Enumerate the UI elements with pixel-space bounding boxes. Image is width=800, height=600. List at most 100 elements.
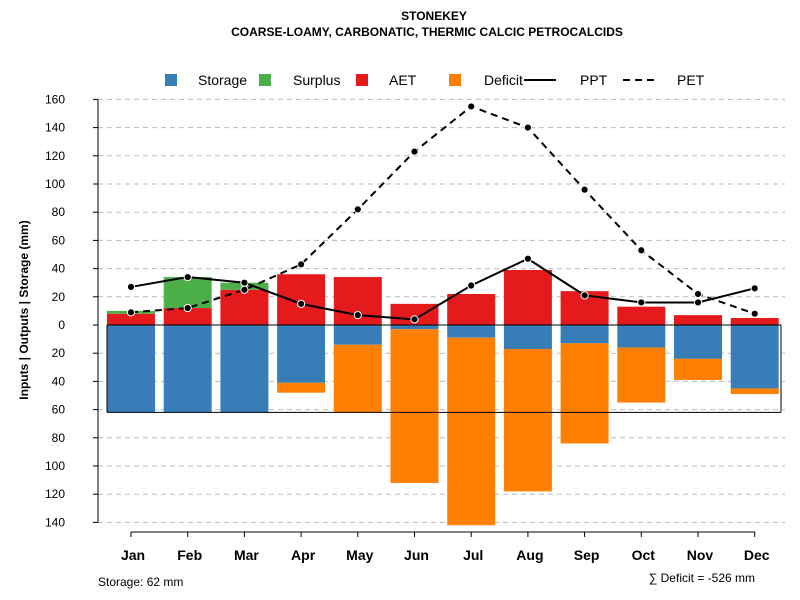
ppt-point xyxy=(297,299,306,308)
legend-label-deficit: Deficit xyxy=(484,72,523,88)
storage-bar xyxy=(617,325,666,348)
chart-title: STONEKEY xyxy=(401,9,467,23)
storage-bar xyxy=(107,325,155,413)
chart-subtitle: COARSE-LOAMY, CARBONATIC, THERMIC CALCIC… xyxy=(231,25,623,39)
pet-point xyxy=(240,285,249,294)
x-tick-label: Dec xyxy=(744,547,770,563)
storage-bar xyxy=(220,325,269,413)
gridlines xyxy=(98,98,785,523)
ppt-point xyxy=(637,298,646,307)
deficit-bar xyxy=(277,382,326,393)
aet-bar xyxy=(447,293,496,325)
deficit-bar xyxy=(617,347,666,403)
y-tick-label: 0 xyxy=(58,318,65,332)
aet-bar xyxy=(730,317,779,325)
deficit-bar xyxy=(447,337,496,526)
y-axis: 160 140 120 100 80 60 40 20 0 20 40 60 80 100 120 140 xyxy=(45,92,99,529)
aet-bar xyxy=(277,274,326,325)
aet-bar xyxy=(617,306,666,325)
ppt-point xyxy=(410,315,419,324)
y-axis-label: Inputs | Outputs | Storage (mm) xyxy=(17,220,31,399)
x-tick-label: May xyxy=(346,547,373,563)
pet-line xyxy=(130,105,756,315)
pet-point xyxy=(750,309,759,318)
x-tick-label: Jun xyxy=(404,547,429,563)
pet-point xyxy=(580,185,589,194)
aet-bar xyxy=(390,303,439,325)
lines xyxy=(126,102,759,324)
storage-bar xyxy=(560,325,609,344)
y-tick-label: 20 xyxy=(52,290,66,304)
deficit-bar xyxy=(333,344,382,413)
pet-point xyxy=(183,303,192,313)
aet-bar xyxy=(107,313,155,325)
y-tick-label: 140 xyxy=(45,121,65,135)
legend-swatch-storage xyxy=(165,74,177,86)
ppt-point xyxy=(183,272,192,282)
x-tick-label: Oct xyxy=(632,547,656,563)
storage-bar xyxy=(730,325,779,389)
pet-point xyxy=(467,102,476,111)
legend-label-surplus: Surplus xyxy=(293,72,340,88)
legend-label-storage: Storage xyxy=(198,72,247,88)
y-tick-label: 40 xyxy=(52,262,66,276)
y-tick-label: 40 xyxy=(52,374,66,388)
legend-swatch-deficit xyxy=(449,74,461,86)
y-tick-label: 100 xyxy=(45,459,65,473)
deficit-bar xyxy=(503,348,552,492)
ppt-line xyxy=(130,257,755,321)
x-tick-label: Jul xyxy=(463,547,483,563)
y-tick-label: 120 xyxy=(45,487,65,501)
y-tick-label: 100 xyxy=(45,177,65,191)
storage-bar xyxy=(503,325,552,349)
y-tick-label: 160 xyxy=(45,92,65,106)
x-tick-label: Apr xyxy=(291,547,316,563)
bars xyxy=(106,270,782,526)
x-axis: Jan Feb Mar Apr May Jun Jul Aug Sep Oct Nov Dec xyxy=(121,531,770,563)
legend-swatch-surplus xyxy=(259,74,271,86)
y-tick-label: 60 xyxy=(52,233,66,247)
legend-swatch-aet xyxy=(356,74,368,86)
x-tick-label: Jan xyxy=(121,547,145,563)
storage-footnote: Storage: 62 mm xyxy=(98,575,183,589)
pet-point xyxy=(523,123,533,132)
storage-bar xyxy=(277,325,326,383)
y-tick-label: 140 xyxy=(45,515,65,529)
ppt-point xyxy=(353,311,362,320)
ppt-point xyxy=(693,298,703,307)
aet-bar xyxy=(163,308,212,325)
y-tick-label: 80 xyxy=(52,431,66,445)
y-tick-label: 80 xyxy=(52,205,66,219)
pet-point xyxy=(693,289,703,299)
legend-label-ppt: PPT xyxy=(580,72,608,88)
storage-bar xyxy=(390,325,439,330)
deficit-bar xyxy=(390,329,439,483)
storage-bar xyxy=(674,325,722,359)
pet-point xyxy=(297,260,306,269)
deficit-footnote: ∑ Deficit = -526 mm xyxy=(649,571,755,585)
x-tick-label: Aug xyxy=(516,547,543,563)
deficit-bar xyxy=(674,358,722,380)
pet-point xyxy=(126,308,136,317)
storage-bar xyxy=(333,325,382,345)
y-tick-label: 20 xyxy=(52,346,66,360)
legend-label-pet: PET xyxy=(677,72,705,88)
ppt-point xyxy=(523,254,533,263)
pet-point xyxy=(637,246,646,255)
aet-bar xyxy=(674,315,722,325)
legend-label-aet: AET xyxy=(389,72,417,88)
ppt-point xyxy=(240,278,249,287)
pet-point xyxy=(353,205,362,214)
x-tick-label: Mar xyxy=(234,547,259,563)
x-tick-label: Nov xyxy=(687,547,714,563)
storage-bar xyxy=(163,325,212,413)
y-tick-label: 60 xyxy=(52,403,66,417)
legend: Storage Surplus AET Deficit PPT PET xyxy=(165,72,705,88)
y-tick-label: 120 xyxy=(45,149,65,163)
ppt-point xyxy=(467,281,476,290)
storage-bar xyxy=(447,325,496,338)
pet-point xyxy=(410,147,419,156)
deficit-bar xyxy=(560,343,609,444)
aet-bar xyxy=(503,270,552,325)
